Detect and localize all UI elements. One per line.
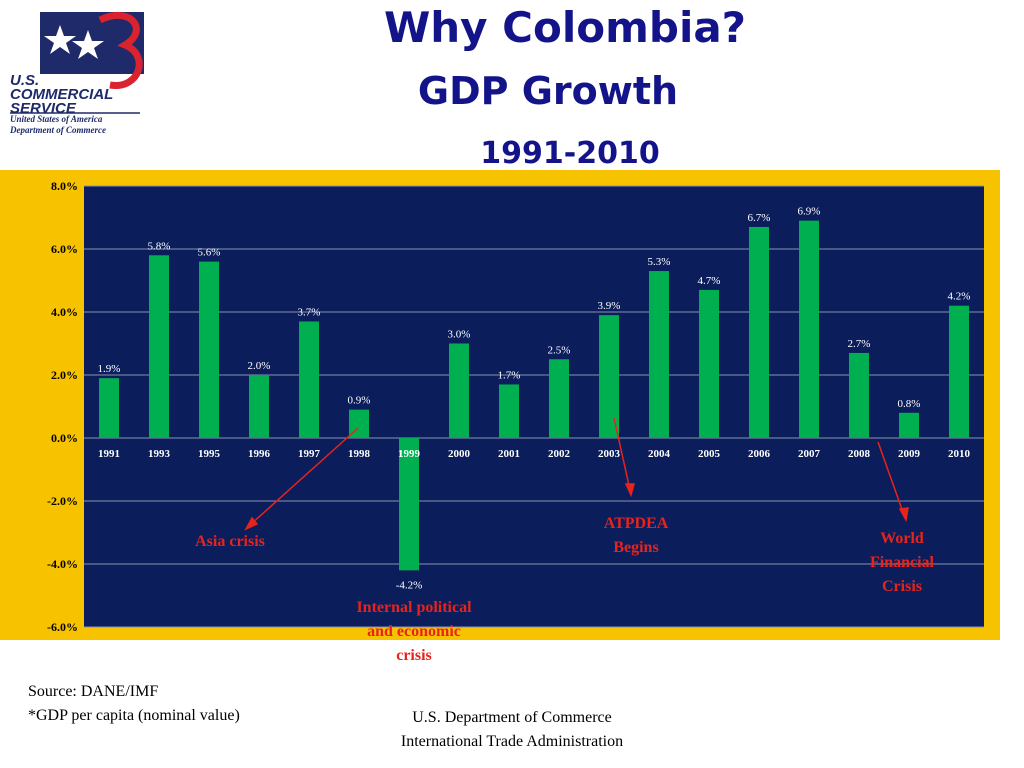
bar (499, 384, 519, 438)
bar (149, 255, 169, 438)
value-label: -4.2% (396, 579, 423, 591)
bar (649, 271, 669, 438)
org: U.S. Department of Commerce (412, 709, 612, 726)
x-tick-label: 2010 (948, 448, 971, 460)
y-tick-label: -2.0% (47, 494, 78, 508)
y-tick-label: -6.0% (47, 620, 78, 634)
period: 1991-2010 (480, 136, 660, 171)
x-tick-label: 1996 (248, 448, 271, 460)
source: Source: DANE/IMF (28, 683, 159, 700)
annotation: Asia crisis (195, 533, 265, 550)
bar (899, 412, 919, 438)
x-tick-label: 1993 (148, 448, 171, 460)
y-tick-label: -4.0% (47, 557, 78, 571)
value-label: 3.9% (598, 300, 621, 312)
bar (549, 359, 569, 438)
x-tick-label: 2004 (648, 448, 671, 460)
value-label: 2.0% (248, 360, 271, 372)
bar (599, 315, 619, 438)
x-tick-label: 2002 (548, 448, 571, 460)
note: *GDP per capita (nominal value) (28, 707, 240, 724)
annotation: World Financial Crisis (869, 530, 934, 595)
bar (849, 352, 869, 438)
bar (799, 220, 819, 438)
logo-line: Department of Commerce (10, 125, 106, 135)
value-label: 4.2% (948, 291, 971, 303)
plot-area (84, 186, 984, 627)
logo-name: U.S. COMMERCIAL SERVICE (10, 72, 114, 117)
value-label: 4.7% (698, 275, 721, 287)
value-label: 2.7% (848, 338, 871, 350)
x-tick-label: 2000 (448, 448, 471, 460)
annotation: ATPDEA Begins (603, 515, 669, 556)
y-tick-label: 6.0% (51, 242, 78, 256)
subtitle: GDP Growth (417, 69, 679, 113)
y-tick-label: 8.0% (51, 179, 78, 193)
value-label: 0.8% (898, 398, 921, 410)
bar (199, 261, 219, 438)
x-tick-label: 2003 (598, 448, 621, 460)
x-tick-label: 2001 (498, 448, 520, 460)
y-tick-label: 4.0% (51, 305, 78, 319)
x-tick-label: 1991 (98, 448, 120, 460)
bar (99, 378, 119, 438)
logo (10, 11, 144, 114)
value-label: 5.8% (148, 240, 171, 252)
title: Why Colombia? (383, 3, 747, 52)
x-tick-label: 2008 (848, 448, 871, 460)
value-label: 5.3% (648, 256, 671, 268)
x-tick-label: 1995 (198, 448, 221, 460)
x-tick-label: 2007 (798, 448, 821, 460)
annotation: Internal political and economic crisis (356, 599, 472, 664)
x-tick-label: 1998 (348, 448, 371, 460)
value-label: 3.7% (298, 306, 321, 318)
y-tick-label: 0.0% (51, 431, 78, 445)
value-label: 6.9% (798, 206, 821, 218)
value-label: 5.6% (198, 247, 221, 259)
x-tick-label: 2009 (898, 448, 921, 460)
bar (749, 226, 769, 438)
bar (299, 321, 319, 438)
bar (449, 343, 469, 438)
bar (399, 438, 419, 571)
org: International Trade Administration (400, 733, 624, 750)
value-label: 1.9% (98, 363, 121, 375)
logo-line: United States of America (10, 114, 103, 124)
bar (249, 375, 269, 438)
value-label: 6.7% (748, 212, 771, 224)
value-label: 1.7% (498, 369, 521, 381)
x-tick-label: 2006 (748, 448, 771, 460)
bar (949, 305, 969, 438)
x-tick-label: 1999 (398, 448, 421, 460)
y-tick-label: 2.0% (51, 368, 78, 382)
value-label: 2.5% (548, 344, 571, 356)
bar (699, 289, 719, 438)
annotation-arrows (244, 417, 909, 531)
value-label: 0.9% (348, 395, 371, 407)
x-tick-label: 2005 (698, 448, 721, 460)
value-label: 3.0% (448, 329, 471, 341)
x-tick-label: 1997 (298, 448, 321, 460)
